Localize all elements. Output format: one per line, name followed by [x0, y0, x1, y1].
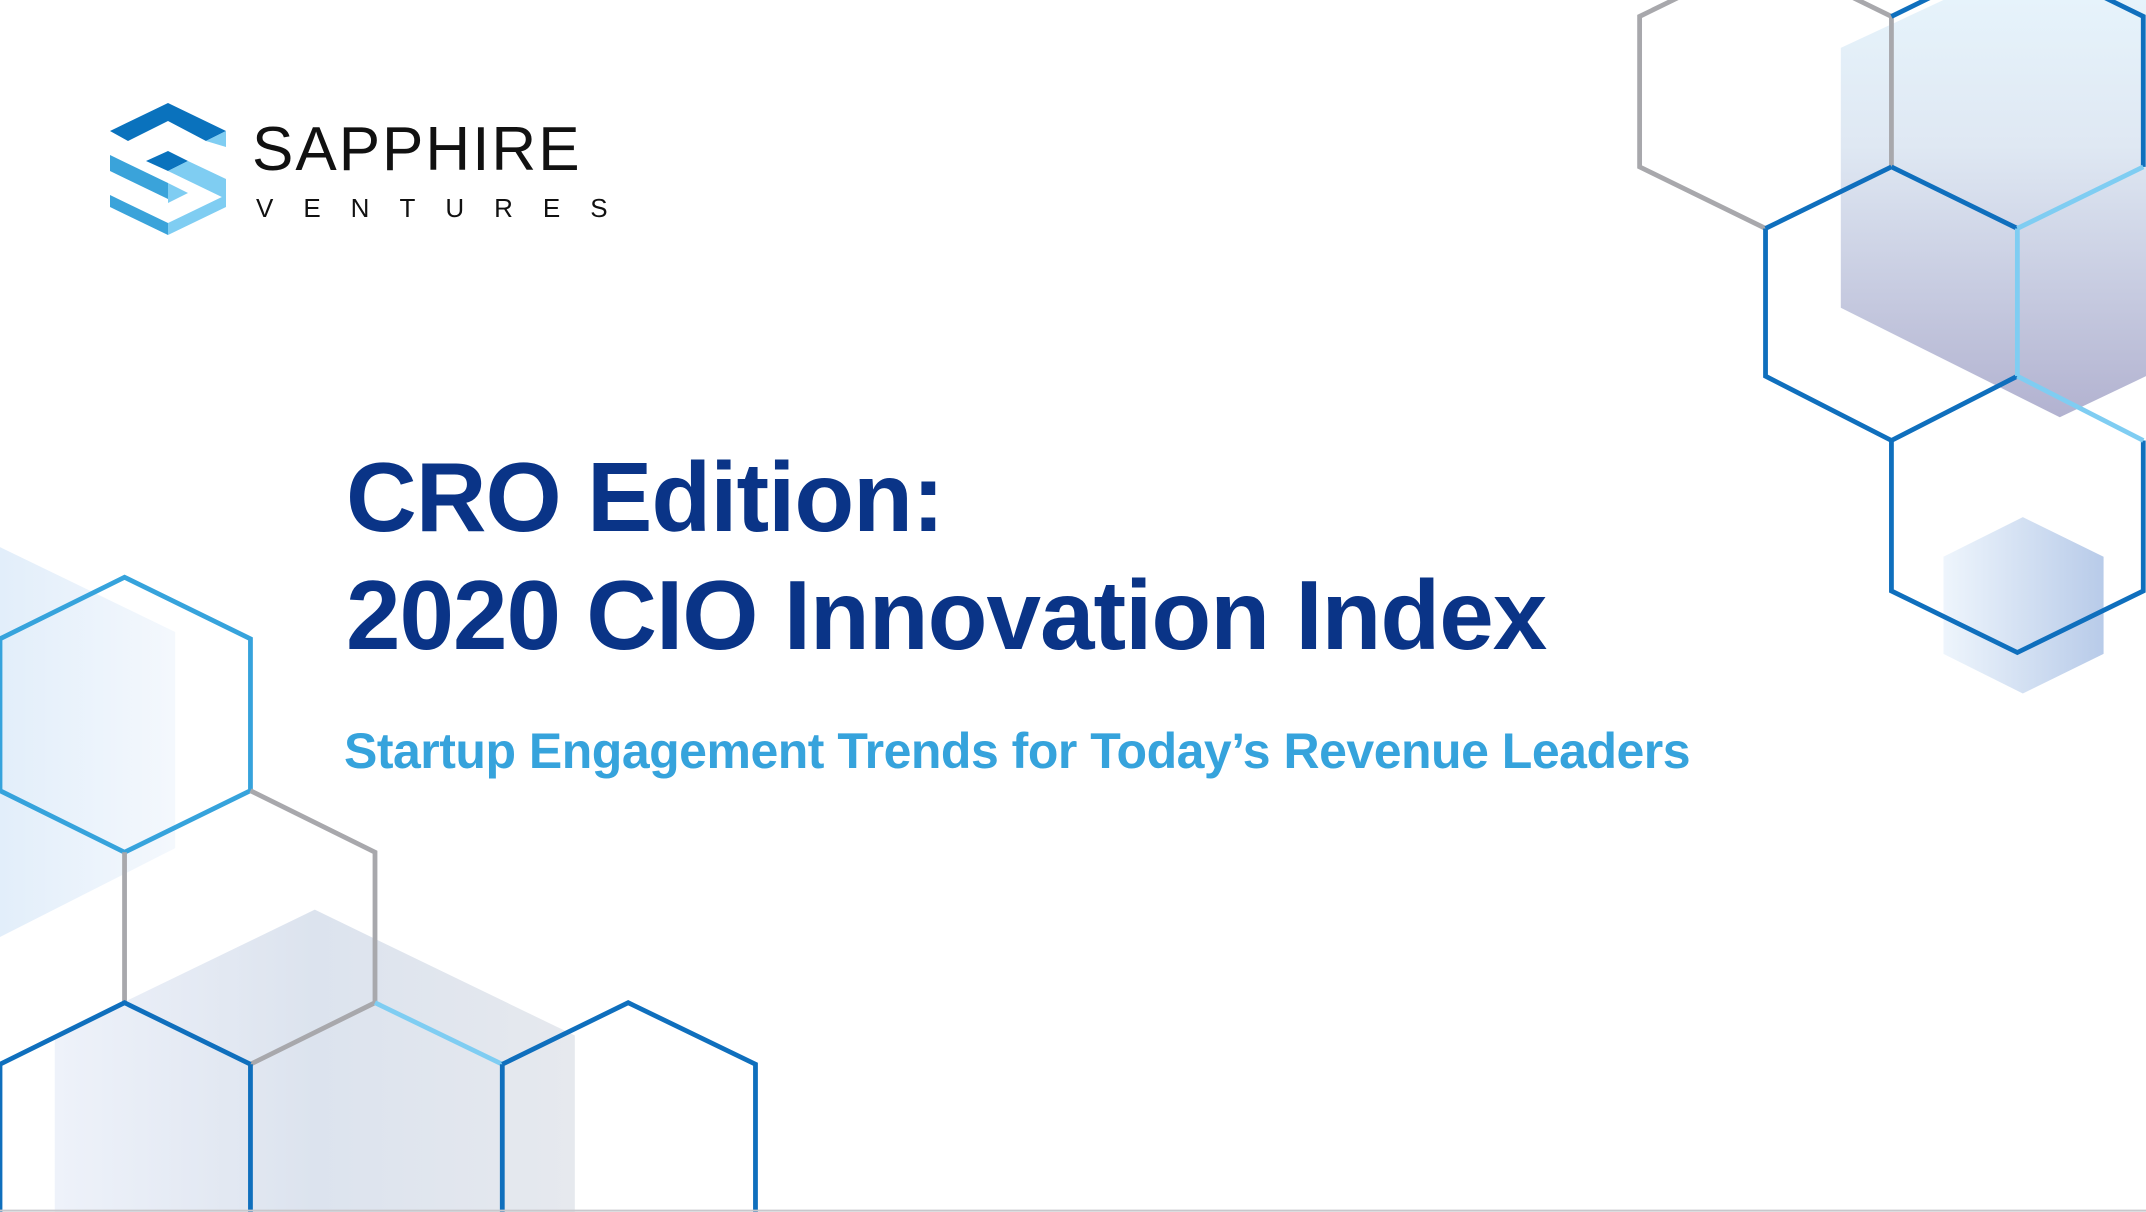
page-title: CRO Edition: 2020 CIO Innovation Index: [346, 438, 1547, 674]
logo-name: SAPPHIRE: [252, 115, 582, 184]
page-subtitle: Startup Engagement Trends for Today’s Re…: [344, 723, 1691, 779]
logo-mark-icon: [110, 103, 226, 235]
title-line-1: CRO Edition:: [346, 442, 945, 552]
title-line-2: 2020 CIO Innovation Index: [346, 560, 1547, 670]
sapphire-ventures-logo: SAPPHIRE VENTURES: [110, 103, 610, 235]
logo-subname: VENTURES: [256, 193, 638, 223]
